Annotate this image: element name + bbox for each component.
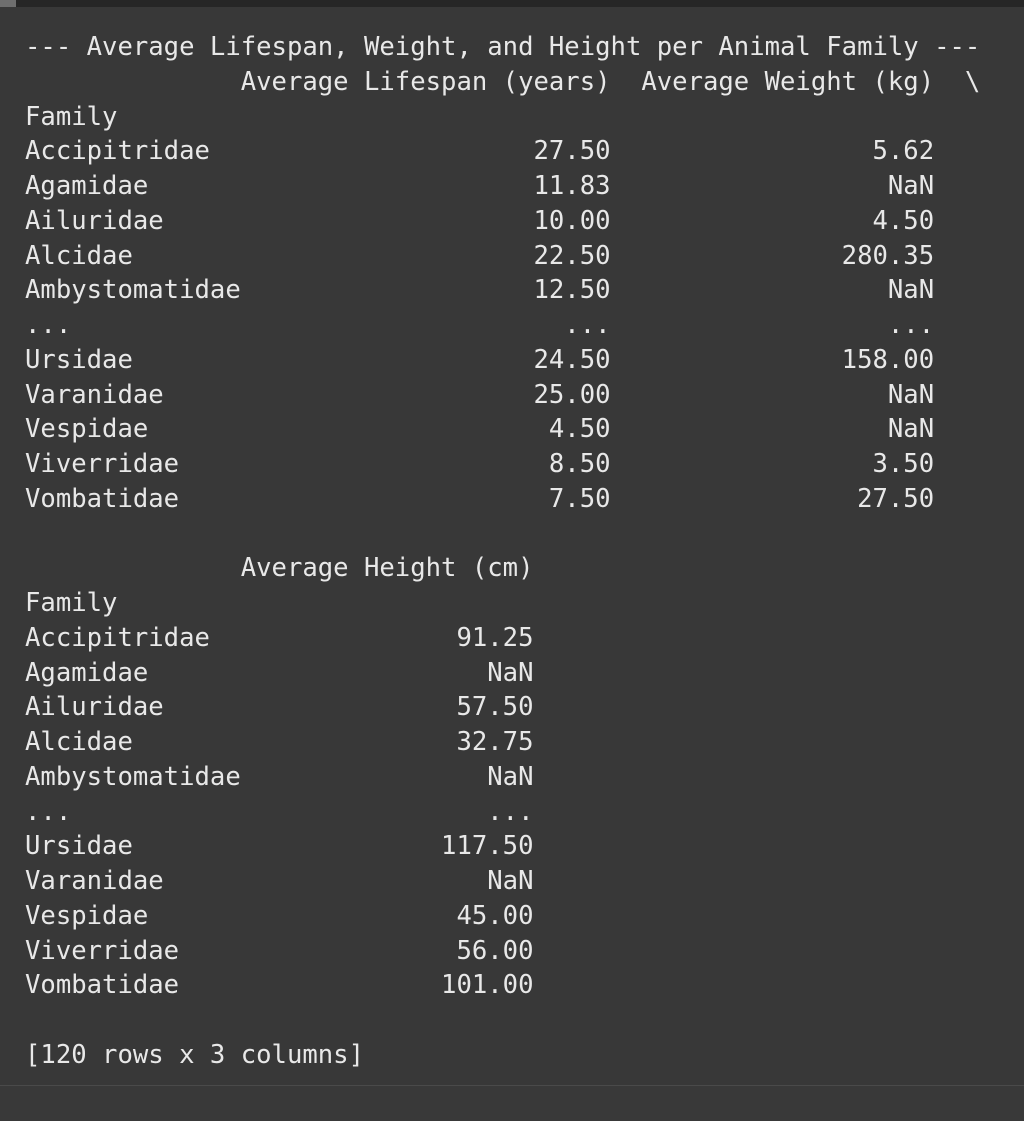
table-row: Vespidae 4.50 NaN xyxy=(25,414,935,445)
table-row: Viverridae 8.50 3.50 xyxy=(25,449,935,479)
table-row: Accipitridae 27.50 5.62 xyxy=(25,136,935,167)
table-row: Ambystomatidae NaN xyxy=(25,761,534,792)
table-row: Viverridae 56.00 xyxy=(25,935,534,966)
table-row: Varanidae NaN xyxy=(25,866,534,896)
table-row: Ambystomatidae 12.50 NaN xyxy=(25,275,935,306)
table-row-ellipsis: ... ... xyxy=(25,796,534,827)
table-row: Ailuridae 57.50 xyxy=(25,692,534,723)
table2-column-header: Average Height (cm) xyxy=(25,553,534,584)
table1-index-name: Family xyxy=(25,101,118,132)
blank-line xyxy=(25,517,980,552)
table-row: Ursidae 117.50 xyxy=(25,831,534,862)
table-row: Agamidae NaN xyxy=(25,657,534,688)
cell-divider xyxy=(0,1085,1024,1086)
table-row: Vombatidae 7.50 27.50 xyxy=(25,483,935,514)
cell-output-area: --- Average Lifespan, Weight, and Height… xyxy=(0,7,1024,1085)
cell-focus-indicator xyxy=(0,0,16,7)
output-title: --- Average Lifespan, Weight, and Height… xyxy=(25,32,981,62)
table-row: Agamidae 11.83 NaN xyxy=(25,171,935,201)
table-row: Vombatidae 101.00 xyxy=(25,970,534,1001)
cell-top-border xyxy=(0,0,1024,7)
dataframe-output-text: --- Average Lifespan, Weight, and Height… xyxy=(25,30,980,1073)
table-row: Ursidae 24.50 158.00 xyxy=(25,344,935,375)
table-row: Alcidae 22.50 280.35 xyxy=(25,240,935,271)
blank-line xyxy=(25,1003,980,1038)
shape-summary: [120 rows x 3 columns] xyxy=(25,1039,364,1070)
table-row: Ailuridae 10.00 4.50 xyxy=(25,205,935,236)
table1-column-header: Average Lifespan (years) Average Weight … xyxy=(25,66,981,97)
table-row: Vespidae 45.00 xyxy=(25,900,534,931)
table2-index-name: Family xyxy=(25,588,118,618)
next-cell-area xyxy=(0,1086,1024,1121)
table-row: Alcidae 32.75 xyxy=(25,727,534,757)
table-row: Varanidae 25.00 NaN xyxy=(25,379,935,410)
table-row: Accipitridae 91.25 xyxy=(25,622,534,653)
table-row-ellipsis: ... ... ... xyxy=(25,310,935,340)
